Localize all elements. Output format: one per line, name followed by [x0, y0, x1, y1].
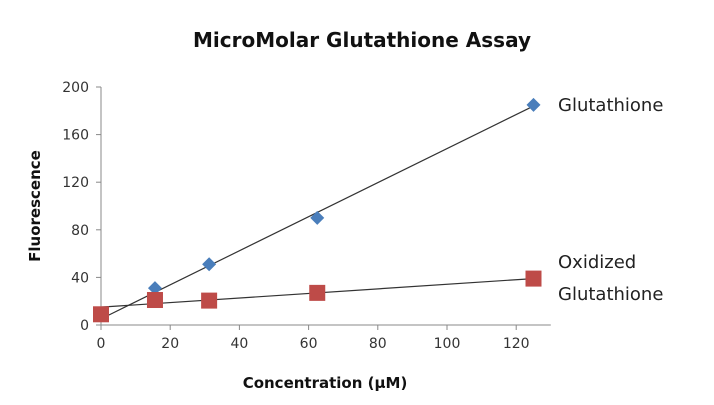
data-point-diamond [310, 210, 325, 225]
series-label: Glutathione [558, 95, 663, 116]
data-point-square [309, 284, 326, 301]
data-point-diamond [202, 257, 217, 272]
y-tick-label: 80 [71, 223, 89, 239]
trendline-0 [107, 105, 534, 317]
chart-title: MicroMolar Glutathione Assay [193, 28, 531, 52]
y-tick-label: 120 [62, 175, 89, 191]
y-tick-label: 160 [62, 128, 89, 144]
series-label: Oxidized [558, 252, 636, 273]
y-tick-label: 40 [71, 270, 89, 286]
data-point-square [525, 270, 542, 287]
x-tick-label: 80 [369, 336, 387, 352]
x-tick-label: 60 [300, 336, 318, 352]
series-label: Glutathione [558, 284, 663, 305]
x-tick-label: 100 [434, 336, 461, 352]
y-tick-label: 200 [62, 80, 89, 96]
x-tick-label: 120 [503, 336, 530, 352]
data-point-square [93, 306, 109, 323]
y-axis-label: Fluorescence [26, 150, 44, 262]
data-point-diamond [526, 97, 541, 112]
x-tick-label: 0 [97, 336, 106, 352]
data-point-square [146, 292, 163, 309]
x-tick-label: 20 [161, 336, 179, 352]
data-point-square [201, 292, 218, 309]
x-tick-label: 40 [230, 336, 248, 352]
y-tick-label: 0 [80, 318, 89, 334]
data-point-diamond [147, 281, 162, 296]
x-axis-label: Concentration (μM) [243, 374, 408, 392]
